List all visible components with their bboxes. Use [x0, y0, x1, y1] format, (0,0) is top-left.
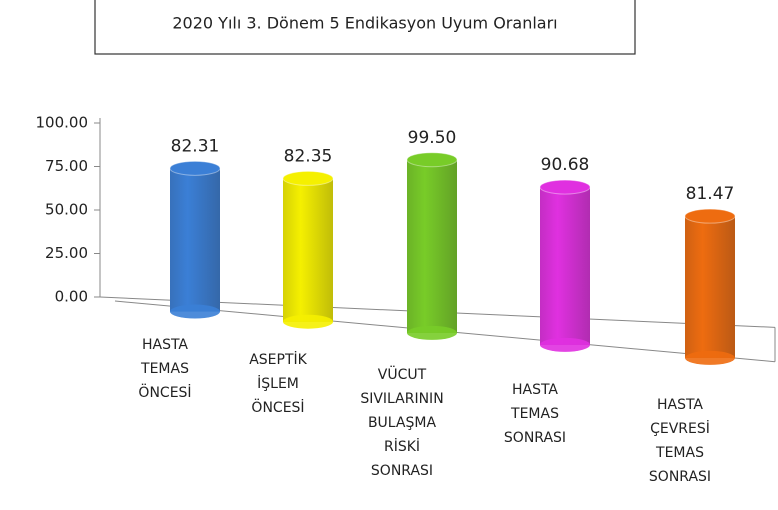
value-label: 82.31: [171, 136, 220, 156]
bar: [169, 160, 221, 319]
bar: [406, 152, 458, 340]
bar: [684, 208, 736, 365]
bar-top: [169, 160, 221, 176]
bar: [282, 170, 334, 329]
bar-body: [407, 159, 457, 333]
bar-top: [282, 170, 334, 186]
title-box: [94, 0, 636, 55]
bar-body: [170, 168, 220, 312]
bar-bottom: [540, 337, 590, 352]
x-tick-label: HASTA ÇEVRESİ TEMAS SONRASI: [649, 397, 711, 485]
x-tick-label: VÜCUT SIVILARININ BULAŞMA RİSKİ SONRASI: [360, 365, 443, 479]
value-label: 82.35: [284, 146, 333, 166]
bar-bottom: [170, 304, 220, 319]
bar-bottom: [283, 314, 333, 329]
x-tick-label: ASEPTİK İŞLEM ÖNCESİ: [249, 350, 307, 416]
value-label: 81.47: [686, 184, 735, 204]
bar-body: [685, 216, 735, 358]
bar-top: [406, 152, 458, 168]
bar-body: [540, 187, 590, 345]
x-tick-label: HASTA TEMAS ÖNCESİ: [138, 337, 191, 401]
value-label: 90.68: [541, 155, 590, 175]
bar-bottom: [685, 350, 735, 365]
bar-top: [539, 179, 591, 195]
bar-body: [283, 178, 333, 322]
y-tick-label: 25.00: [45, 244, 88, 262]
y-tick-label: 75.00: [45, 157, 88, 175]
bar: [539, 179, 591, 352]
y-tick-label: 0.00: [55, 288, 88, 306]
bar-bottom: [407, 325, 457, 340]
y-tick-label: 100.00: [36, 114, 89, 132]
bar-top: [684, 208, 736, 224]
chart-title: 2020 Yılı 3. Dönem 5 Endikasyon Uyum Ora…: [172, 14, 557, 33]
value-label: 99.50: [408, 128, 457, 148]
x-tick-label: HASTA TEMAS SONRASI: [504, 382, 566, 446]
y-tick-label: 50.00: [45, 201, 88, 219]
